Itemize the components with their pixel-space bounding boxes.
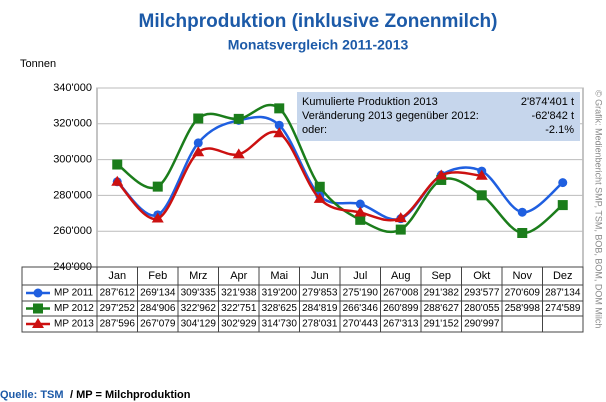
marker <box>394 212 407 223</box>
table-value: 290'997 <box>464 319 500 330</box>
table-value: 293'577 <box>464 288 500 299</box>
info-value: -2.1% <box>545 124 574 136</box>
table-value: 287'596 <box>100 319 136 330</box>
x-tick-label: Apr <box>230 270 247 282</box>
marker <box>313 192 326 203</box>
marker <box>475 169 488 180</box>
table-value: 291'382 <box>424 288 460 299</box>
marker <box>355 199 365 209</box>
x-tick-label: Mrz <box>189 270 207 282</box>
marker <box>233 113 244 124</box>
table-value: 270'443 <box>343 319 379 330</box>
legend-label: MP 2011 <box>54 288 94 299</box>
table-value: 302'929 <box>221 319 257 330</box>
marker <box>273 127 286 138</box>
marker <box>193 138 203 148</box>
table-value: 287'612 <box>100 288 136 299</box>
x-tick-label: Jun <box>311 270 329 282</box>
credit: © Grafik: Medienbericht SMP, TSM, BOB, B… <box>594 90 604 328</box>
table-value: 270'609 <box>505 288 541 299</box>
x-tick-label: Okt <box>473 270 490 282</box>
marker <box>232 148 245 159</box>
marker <box>274 103 285 114</box>
table-value: 279'853 <box>302 288 338 299</box>
y-tick-label: 340'000 <box>53 82 92 94</box>
table-value: 309'335 <box>181 288 217 299</box>
marker <box>558 178 568 188</box>
x-tick-label: Aug <box>391 270 411 282</box>
info-label: Kumulierte Produktion 2013 <box>302 96 438 108</box>
x-tick-label: Feb <box>148 270 167 282</box>
table-value: 267'079 <box>140 319 176 330</box>
x-tick-label: Jan <box>108 270 126 282</box>
marker <box>517 227 528 238</box>
table-value: 322'751 <box>221 303 257 314</box>
info-value: -62'842 t <box>532 110 574 122</box>
table-value: 278'031 <box>302 319 338 330</box>
table-value: 288'627 <box>424 303 460 314</box>
marker <box>395 224 406 235</box>
chart-subtitle: Monatsvergleich 2011-2013 <box>228 37 409 53</box>
table-value: 284'906 <box>140 303 176 314</box>
table-value: 280'055 <box>464 303 500 314</box>
table-value: 275'190 <box>343 288 379 299</box>
source-label: Quelle: TSM <box>0 389 64 401</box>
x-tick-label: Dez <box>553 270 573 282</box>
table-value: 304'129 <box>181 319 217 330</box>
source-note: / MP = Milchproduktion <box>70 389 191 401</box>
marker <box>193 113 204 124</box>
marker <box>435 169 448 180</box>
y-tick-label: 260'000 <box>53 225 92 237</box>
y-tick-label: 320'000 <box>53 118 92 130</box>
marker <box>517 207 527 217</box>
table-value: 319'200 <box>262 288 298 299</box>
marker <box>355 214 366 225</box>
series-line <box>116 130 482 222</box>
table-value: 297'252 <box>100 303 136 314</box>
legend-label: MP 2012 <box>54 303 94 314</box>
marker <box>111 175 124 186</box>
chart-title: Milchproduktion (inklusive Zonenmilch) <box>139 11 498 32</box>
table-value: 269'134 <box>140 288 176 299</box>
table-value: 287'134 <box>545 288 581 299</box>
x-tick-label: Nov <box>512 270 532 282</box>
marker <box>112 159 123 170</box>
marker <box>152 181 163 192</box>
x-tick-label: Jul <box>353 270 367 282</box>
info-box <box>297 92 580 141</box>
info-value: 2'874'401 t <box>521 96 574 108</box>
y-tick-label: 280'000 <box>53 189 92 201</box>
table-value: 267'313 <box>383 319 419 330</box>
marker <box>314 181 325 192</box>
x-tick-label: Sep <box>431 270 451 282</box>
y-axis-label: Tonnen <box>20 58 56 70</box>
legend-label: MP 2013 <box>54 319 94 330</box>
y-tick-label: 300'000 <box>53 154 92 166</box>
table-value: 260'899 <box>383 303 419 314</box>
table-value: 314'730 <box>262 319 298 330</box>
table-value: 258'998 <box>505 303 541 314</box>
marker <box>476 190 487 201</box>
x-tick-label: Mai <box>270 270 288 282</box>
table-value: 328'625 <box>262 303 298 314</box>
marker <box>192 146 205 157</box>
marker <box>354 206 367 217</box>
marker <box>436 174 447 185</box>
marker <box>33 303 43 314</box>
table-value: 322'962 <box>181 303 217 314</box>
table-value: 284'819 <box>302 303 338 314</box>
table-value: 267'008 <box>383 288 419 299</box>
table-value: 266'346 <box>343 303 379 314</box>
info-label: oder: <box>302 124 327 136</box>
table-value: 291'152 <box>424 319 460 330</box>
table-value: 274'589 <box>545 303 581 314</box>
marker <box>33 288 43 298</box>
marker <box>274 120 284 130</box>
marker <box>557 200 568 211</box>
marker <box>151 212 164 223</box>
info-label: Veränderung 2013 gegenüber 2012: <box>302 110 479 122</box>
table-value: 321'938 <box>221 288 257 299</box>
marker <box>32 318 44 328</box>
